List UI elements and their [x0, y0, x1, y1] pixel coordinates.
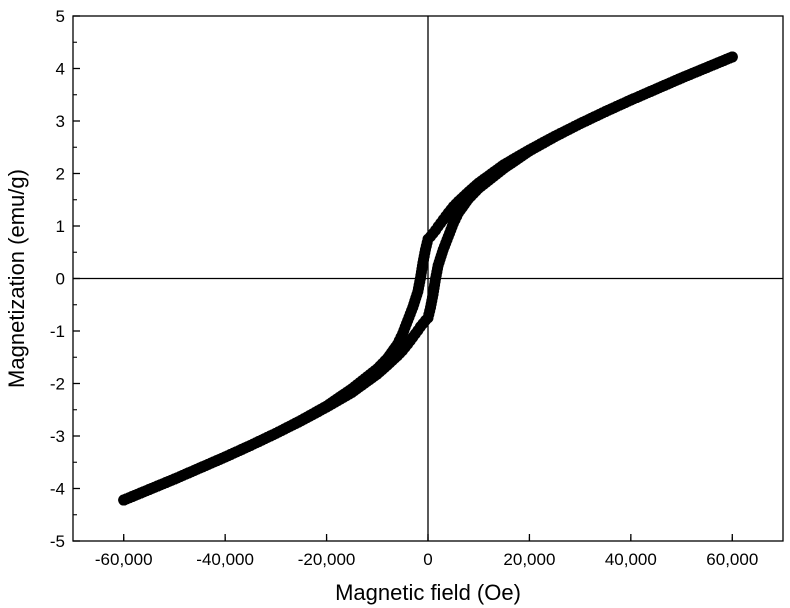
- y-tick-label: 5: [56, 7, 65, 26]
- y-tick-label: -5: [50, 532, 65, 551]
- x-axis-ticks: -60,000 -40,000 -20,000 0 20,000 40,000 60,000: [95, 534, 758, 569]
- x-tick-label: 0: [423, 550, 432, 569]
- x-tick-label: 20,000: [503, 550, 555, 569]
- data-point: [726, 51, 738, 63]
- y-tick-label: 2: [56, 165, 65, 184]
- x-axis-title: Magnetic field (Oe): [335, 580, 521, 605]
- y-tick-label: 3: [56, 112, 65, 131]
- y-tick-label: 0: [56, 270, 65, 289]
- x-tick-label: -40,000: [196, 550, 254, 569]
- y-tick-label: -4: [50, 480, 65, 499]
- plot-area: [72, 15, 784, 542]
- y-tick-label: 1: [56, 217, 65, 236]
- y-tick-label: 4: [56, 60, 65, 79]
- y-tick-label: -3: [50, 427, 65, 446]
- data-points: [118, 51, 738, 506]
- y-tick-label: -1: [50, 322, 65, 341]
- y-tick-label: -2: [50, 375, 65, 394]
- y-axis-title: Magnetization (emu/g): [4, 169, 29, 388]
- x-tick-label: 60,000: [706, 550, 758, 569]
- x-tick-label: 40,000: [605, 550, 657, 569]
- x-tick-label: -20,000: [298, 550, 356, 569]
- x-tick-label: -60,000: [95, 550, 153, 569]
- y-axis-ticks: -5 -4 -3 -2 -1 0 1 2 3 4 5: [50, 7, 80, 551]
